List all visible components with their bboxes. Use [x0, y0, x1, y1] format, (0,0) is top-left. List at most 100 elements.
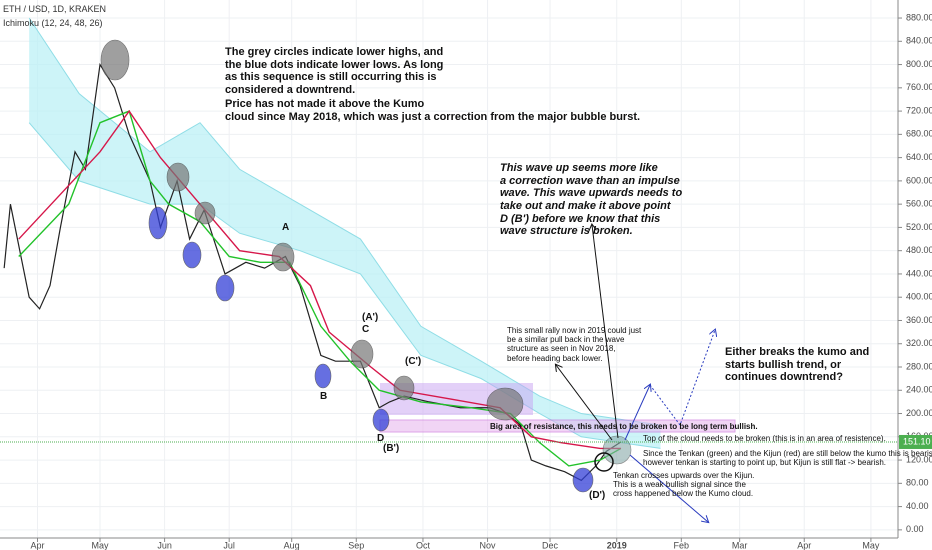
y-tick-label: 840.00 [906, 36, 932, 46]
y-tick-label: 400.00 [906, 292, 932, 302]
kumo-top [28, 17, 661, 426]
note-line: wave structure is broken. [500, 225, 633, 238]
y-tick-label: 680.00 [906, 129, 932, 139]
y-tick-label: 800.00 [906, 59, 932, 69]
symbol: ETH / USD, 1D, KRAKEN [3, 4, 107, 14]
note-line: Tenkan crosses upwards over the Kijun. [613, 471, 755, 480]
note-line: Top of the cloud needs to be broken (thi… [643, 434, 886, 443]
arrow [649, 330, 715, 427]
note-line: be a similar pull back in the wave [507, 335, 625, 345]
wave-label: (A') [362, 312, 379, 323]
y-tick-label: 200.00 [906, 408, 932, 418]
blue-dot [572, 467, 594, 493]
grey-circle [486, 387, 524, 421]
note-line: Since the Tenkan (green) and the Kijun (… [643, 449, 932, 458]
y-tick-label: 560.00 [906, 199, 932, 209]
note-line: cloud since May 2018, which was just a c… [225, 110, 641, 123]
grey-circle [194, 201, 216, 225]
x-tick-label: Feb [674, 540, 690, 550]
blue-dot [372, 408, 390, 432]
x-tick-label: Dec [542, 540, 559, 550]
note: Big area of resistance, this needs to be… [490, 422, 758, 431]
x-tick-label: Jun [157, 540, 172, 550]
y-tick-label: 480.00 [906, 245, 932, 255]
blue-dot [314, 363, 332, 389]
x-tick-label: May [92, 540, 110, 550]
wave-label: D [377, 433, 385, 444]
note-line: This wave up seems more like [500, 162, 658, 174]
wave-label: (B') [383, 443, 400, 454]
blue-dot [215, 274, 235, 302]
y-tick-label: 0.00 [906, 524, 924, 534]
note: Price has not made it above the Kumo clou… [225, 98, 640, 123]
last-price-label: 151.10 [903, 436, 931, 446]
y-tick-label: 640.00 [906, 152, 932, 162]
x-tick-label: 2019 [607, 540, 627, 550]
note-line: cross happened below the Kumo cloud. [613, 489, 754, 499]
note: This wave up seems more like a correction… [500, 162, 682, 238]
x-tick-label: May [862, 540, 880, 550]
note-line: take out and make it above point [500, 199, 671, 212]
note-line: as this sequence is still occurring this… [225, 71, 437, 84]
grey-circle [100, 39, 130, 81]
indicator: Ichimoku (12, 24, 48, 26) [3, 18, 103, 28]
arrows [556, 225, 715, 522]
note-line: considered a downtrend. [225, 83, 356, 96]
cross-circle [594, 452, 614, 472]
arrow [624, 385, 650, 441]
grey-circle [271, 242, 295, 272]
y-tick-label: 520.00 [906, 222, 932, 232]
y-tick-label: 120.00 [906, 454, 932, 464]
note: This small rally now in 2019 could just b… [507, 326, 641, 363]
y-tick-label: 240.00 [906, 385, 932, 395]
arrow [556, 365, 613, 441]
note-line: the blue dots indicate lower lows. As lo… [225, 58, 444, 71]
wave-label: C [362, 324, 370, 335]
y-tick-label: 80.00 [906, 478, 929, 488]
x-tick-label: Sep [348, 540, 364, 550]
note-line: The grey circles indicate lower highs, a… [225, 46, 444, 58]
y-tick-label: 760.00 [906, 82, 932, 92]
swing-markers [100, 39, 632, 493]
last-price-tag [899, 434, 932, 449]
x-tick-label: Aug [284, 540, 300, 550]
wave-label: (C') [405, 356, 422, 367]
y-tick-label: 320.00 [906, 338, 932, 348]
note: Tenkan crosses upwards over the Kijun. Th… [613, 471, 754, 499]
note-line: wave. This wave upwards needs to [500, 187, 683, 200]
kumo-bottom [28, 122, 661, 449]
note-line: Either breaks the kumo and [725, 346, 870, 358]
x-tick-label: Oct [416, 540, 431, 550]
note: The grey circles indicate lower highs, a… [225, 46, 443, 97]
x-tick-label: Apr [30, 540, 44, 550]
note-line: Price has not made it above the Kumo [225, 98, 425, 110]
note-line: This is a weak bullish signal since the [613, 480, 746, 490]
kumo-cloud [29, 18, 661, 449]
y-tick-label: 720.00 [906, 105, 932, 115]
y-tick-label: 280.00 [906, 361, 932, 371]
note-line: continues downtrend? [725, 371, 843, 384]
grey-circle [393, 375, 415, 401]
grey-circle [602, 435, 632, 465]
note-line: starts bullish trend, or [725, 358, 842, 371]
arrow [629, 454, 708, 522]
y-tick-label: 40.00 [906, 501, 929, 511]
note-line: before heading back lower. [507, 353, 603, 363]
note: Top of the cloud needs to be broken (thi… [643, 434, 886, 443]
wave-label: B [320, 391, 328, 402]
blue-dot [148, 206, 168, 240]
x-tick-label: Mar [732, 540, 748, 550]
x-tick-label: Jul [223, 540, 235, 550]
wave-label: A [282, 222, 290, 233]
note-line: Big area of resistance, this needs to be… [490, 422, 758, 431]
note-line: This small rally now in 2019 could just [507, 326, 642, 335]
x-tick-label: Nov [480, 540, 497, 550]
note-line: structure as seen in Nov 2018, [507, 344, 616, 354]
x-tick-label: Apr [797, 540, 811, 550]
note: Either breaks the kumo and starts bullish… [725, 346, 869, 384]
wave-label: (D') [589, 490, 606, 501]
arrow [592, 225, 619, 439]
y-tick-label: 880.00 [906, 12, 932, 22]
